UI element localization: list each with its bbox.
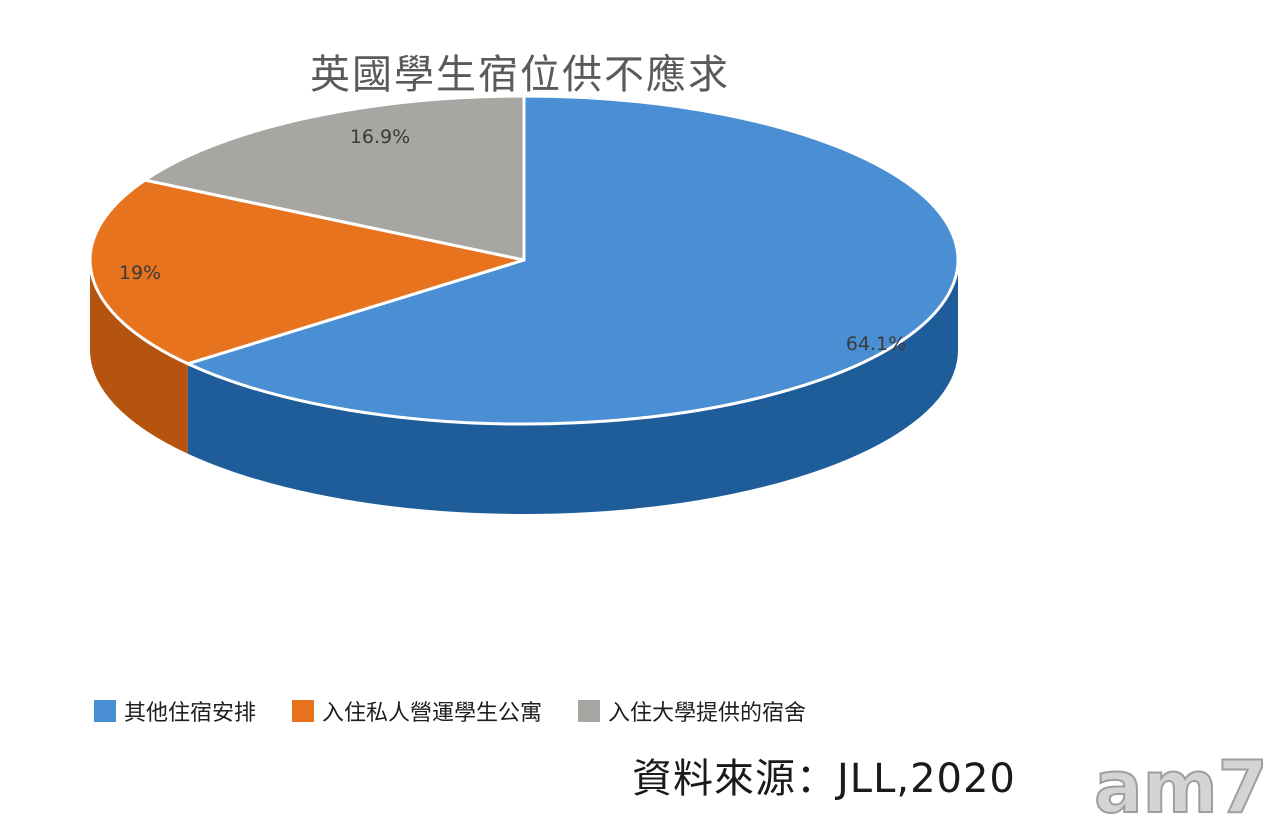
slice-private-label: 19% bbox=[119, 262, 161, 284]
slice-private-side bbox=[90, 260, 188, 454]
slice-other bbox=[186, 94, 960, 426]
am730-watermark-logo: am730 bbox=[1093, 744, 1268, 820]
legend-item-private: 入住私人營運學生公寓 bbox=[292, 695, 542, 727]
legend-swatch-private bbox=[292, 700, 315, 722]
legend-swatch-other bbox=[94, 700, 116, 722]
legend-swatch-university bbox=[578, 700, 601, 722]
watermark-text: am730 bbox=[1094, 745, 1268, 820]
legend-label-university: 入住大學提供的宿舍 bbox=[608, 701, 807, 726]
slice-other-label: 64.1% bbox=[846, 333, 906, 355]
source-note: 資料來源：JLL,2020 bbox=[632, 756, 1016, 802]
legend-item-university: 入住大學提供的宿舍 bbox=[578, 695, 806, 727]
legend: 其他住宿安排 入住私人營運學生公寓 入住大學提供的宿舍 bbox=[94, 694, 806, 728]
slice-university-label: 16.9% bbox=[350, 126, 410, 148]
legend-item-other: 其他住宿安排 bbox=[94, 695, 256, 727]
slice-other-side bbox=[187, 260, 959, 515]
chart-title: 英國學生宿位供不應求 bbox=[310, 52, 730, 98]
slice-university bbox=[143, 94, 526, 262]
legend-label-other: 其他住宿安排 bbox=[124, 701, 257, 726]
slice-private bbox=[88, 178, 526, 366]
legend-label-private: 入住私人營運學生公寓 bbox=[322, 701, 543, 726]
